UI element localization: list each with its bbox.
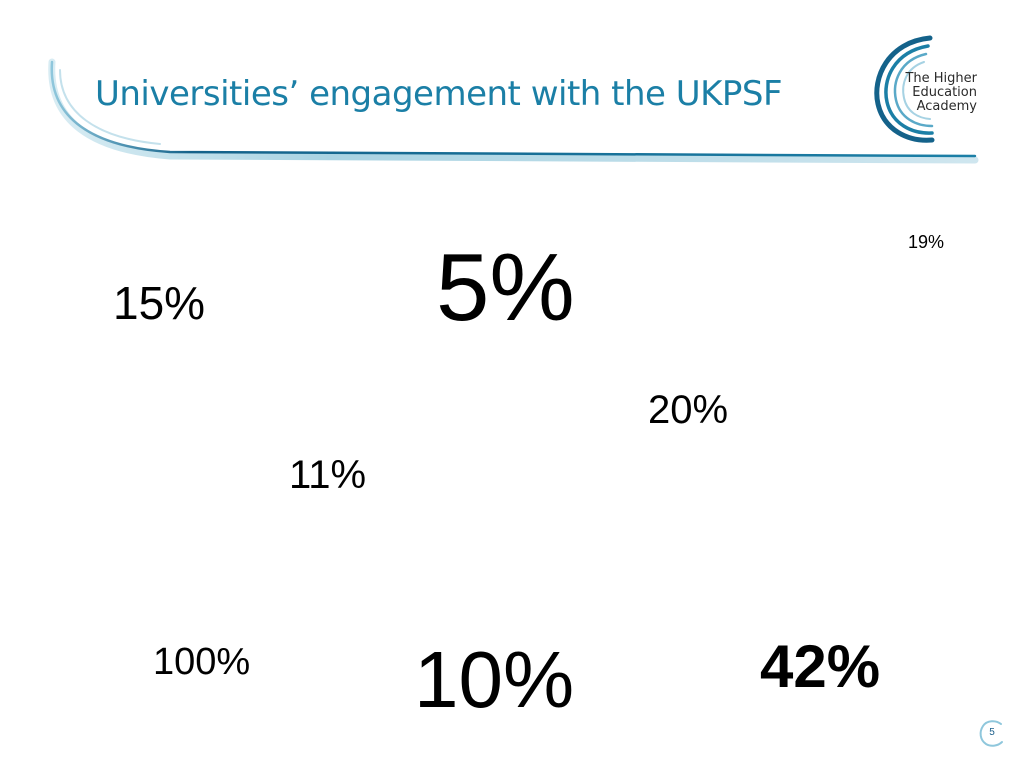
stat-10-percent: 10% — [414, 635, 575, 724]
stat-20-percent: 20% — [648, 388, 729, 432]
stat-100-percent: 100% — [153, 641, 251, 683]
logo-line-1: The Higher — [905, 71, 977, 86]
logo-line-3: Academy — [916, 99, 977, 114]
page-number: 5 — [989, 727, 995, 738]
logo-wordmark: The Higher Education Academy — [903, 72, 977, 114]
stat-42-percent: 42% — [760, 633, 881, 700]
slide-title: Universities’ engagement with the UKPSF — [95, 74, 783, 114]
stat-5-percent: 5% — [436, 234, 575, 341]
stat-15-percent: 15% — [113, 277, 206, 329]
stat-19-percent: 19% — [908, 232, 945, 252]
page-number-badge — [979, 720, 1003, 747]
stat-11-percent: 11% — [289, 453, 367, 497]
higher-education-academy-logo — [874, 35, 935, 143]
logo-line-2: Education — [912, 85, 977, 100]
header-swoosh-decoration — [48, 58, 979, 164]
